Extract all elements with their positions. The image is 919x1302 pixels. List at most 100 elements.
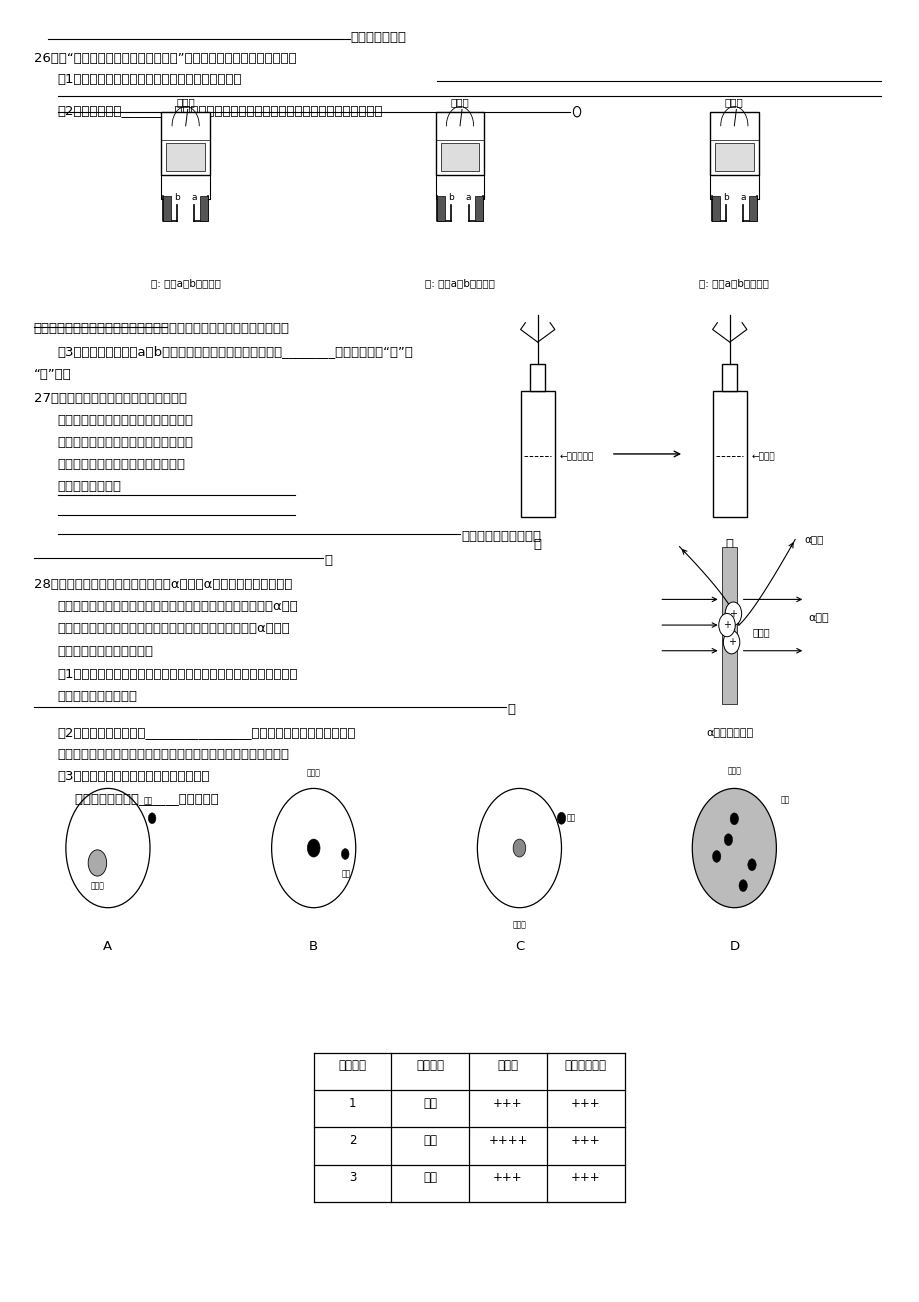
Text: C: C — [515, 940, 524, 953]
Text: 土壤种类: 土壤种类 — [415, 1060, 444, 1073]
Text: 沙土: 沙土 — [423, 1172, 437, 1185]
Text: α粒子: α粒子 — [803, 535, 823, 544]
Text: +: + — [722, 620, 731, 630]
Text: 原子核: 原子核 — [90, 881, 104, 889]
Bar — [440, 143, 479, 172]
Circle shape — [730, 812, 738, 824]
Bar — [710, 195, 719, 221]
Text: 电子: 电子 — [342, 868, 351, 878]
Circle shape — [747, 859, 755, 871]
Text: α粒子: α粒子 — [808, 613, 828, 622]
Text: （写出两点）。: （写出两点）。 — [350, 31, 406, 44]
Text: b: b — [722, 193, 728, 202]
Text: （3）若图丙中，导线a、b不动，磁铁左右水平运动，电路中________感应电流（填“有”或: （3）若图丙中，导线a、b不动，磁铁左右水平运动，电路中________感应电流… — [58, 345, 413, 358]
Text: 生偏转，或被笔直地弹回。: 生偏转，或被笔直地弹回。 — [58, 644, 153, 658]
Bar — [163, 195, 171, 221]
Circle shape — [148, 812, 155, 824]
Text: a: a — [740, 193, 745, 202]
Text: 试试写出其中的一点：: 试试写出其中的一点： — [58, 690, 138, 703]
Text: B: B — [309, 940, 318, 953]
Text: ←蒸馏水: ←蒸馏水 — [751, 452, 775, 461]
Text: +++: +++ — [493, 1172, 522, 1185]
Text: 乙: 乙 — [725, 538, 733, 551]
Text: +++: +++ — [571, 1172, 600, 1185]
Text: 原子核: 原子核 — [512, 921, 526, 930]
Text: +++: +++ — [571, 1134, 600, 1147]
Text: ←土壤浸出液: ←土壤浸出液 — [559, 452, 593, 461]
Text: ++++: ++++ — [488, 1134, 528, 1147]
Bar — [721, 363, 736, 391]
Text: a: a — [465, 193, 471, 202]
Text: 畅通无阻地通过，就像金箔不在那儿似的，但也有极少数α粒子发: 畅通无阻地通过，就像金箔不在那儿似的，但也有极少数α粒子发 — [58, 622, 290, 635]
Bar — [166, 143, 205, 172]
Text: 电流表: 电流表 — [176, 96, 195, 107]
Text: 子里，并都放到太阳下，一段时间后，: 子里，并都放到太阳下，一段时间后， — [58, 436, 193, 449]
Circle shape — [723, 833, 732, 846]
Text: 电流表: 电流表 — [724, 96, 743, 107]
Text: 。: 。 — [507, 703, 515, 716]
Text: 生长不好，这说明: 生长不好，这说明 — [58, 480, 121, 493]
Text: （2）卢瑟福实验否定了________________提出的原子模型，即原子是一: （2）卢瑟福实验否定了________________提出的原子模型，即原子是一 — [58, 727, 356, 740]
Text: 电子: 电子 — [566, 814, 575, 823]
Circle shape — [691, 789, 776, 907]
Text: 原子核: 原子核 — [752, 628, 769, 637]
Text: 甲: 甲 — [533, 538, 541, 551]
Text: 发现甲瓶植株生长良好，乙瓶植株却: 发现甲瓶植株生长良好，乙瓶植株却 — [58, 458, 186, 471]
Text: 光照时间长短: 光照时间长短 — [564, 1060, 606, 1073]
Text: +: + — [729, 608, 737, 618]
Bar — [748, 195, 756, 221]
Text: 1: 1 — [348, 1096, 356, 1109]
Bar — [520, 391, 554, 517]
Text: 壤土: 壤土 — [423, 1134, 437, 1147]
Text: 甲: 导线a、b左右运动: 甲: 导线a、b左右运动 — [151, 277, 221, 288]
Bar — [712, 391, 746, 517]
Circle shape — [557, 812, 565, 824]
Text: 花盆编号: 花盆编号 — [338, 1060, 366, 1073]
Text: ，实验中乙瓶的作用是: ，实验中乙瓶的作用是 — [461, 530, 541, 543]
Text: 27．如图，甲瓶装土壤浸出液，乙瓶装蒸: 27．如图，甲瓶装土壤浸出液，乙瓶装蒸 — [34, 392, 187, 405]
Bar — [436, 112, 483, 174]
Text: +++: +++ — [493, 1096, 522, 1109]
Circle shape — [711, 850, 720, 862]
Text: （1）根据以上实验现象，能得出关于金箔中原子结构的一些结论，: （1）根据以上实验现象，能得出关于金箔中原子结构的一些结论， — [58, 668, 298, 681]
Text: b: b — [448, 193, 454, 202]
Bar — [474, 195, 482, 221]
Text: 丙: 导线a、b上下运动: 丙: 导线a、b上下运动 — [698, 277, 768, 288]
Text: “无”）。: “无”）。 — [34, 368, 72, 381]
Text: 电的微粒），射向一片极薄的金箔，如图。实验结果是大多数α粒子: 电的微粒），射向一片极薄的金箔，如图。实验结果是大多数α粒子 — [58, 600, 298, 613]
Text: 28．卢瑟福实验时将一束高速运动的α粒子（α粒子是一种带质量和正: 28．卢瑟福实验时将一束高速运动的α粒子（α粒子是一种带质量和正 — [34, 578, 292, 591]
Bar — [721, 547, 736, 703]
Text: 个被正电荷均匀分布的球体，电子像面包里的葡萄干那样镟嵌着。: 个被正电荷均匀分布的球体，电子像面包里的葡萄干那样镟嵌着。 — [58, 749, 289, 762]
Text: 原子核式结构的是______（填序号）: 原子核式结构的是______（填序号） — [58, 793, 218, 806]
Bar — [161, 112, 210, 174]
Text: 原子核: 原子核 — [306, 768, 321, 777]
Text: a: a — [191, 193, 197, 202]
Bar — [709, 112, 758, 174]
Text: 壤土: 壤土 — [423, 1096, 437, 1109]
Circle shape — [341, 849, 348, 859]
Circle shape — [724, 602, 741, 625]
Bar — [200, 195, 209, 221]
Text: 电流表: 电流表 — [450, 96, 469, 107]
Text: 馏水，选取生长基本相同的植株插到瓶: 馏水，选取生长基本相同的植株插到瓶 — [58, 414, 193, 427]
Text: 可知，产生感应电流的另一个条件是导体要在磁场中做切割磁感线运动。: 可知，产生感应电流的另一个条件是导体要在磁场中做切割磁感线运动。 — [34, 322, 289, 335]
Text: 乙: 导线a、b左右运动: 乙: 导线a、b左右运动 — [425, 277, 494, 288]
Text: b: b — [174, 193, 180, 202]
Text: A: A — [103, 940, 112, 953]
Circle shape — [88, 850, 107, 876]
Text: 电子: 电子 — [143, 796, 153, 805]
Text: （1）本实验中，判断电路是否有感应电流的证据是: （1）本实验中，判断电路是否有感应电流的证据是 — [58, 73, 242, 86]
Text: α粒子轰击原子: α粒子轰击原子 — [706, 728, 753, 738]
Bar — [714, 143, 753, 172]
Text: D: D — [729, 940, 739, 953]
Text: 。: 。 — [324, 553, 333, 566]
Circle shape — [718, 613, 734, 637]
Circle shape — [513, 838, 525, 857]
Text: +++: +++ — [571, 1096, 600, 1109]
Text: 原子核: 原子核 — [727, 767, 741, 775]
Text: 26．在“探究感应电流产生条件的实验”中，小敏进行了如下图的步骤。: 26．在“探究感应电流产生条件的实验”中，小敏进行了如下图的步骤。 — [34, 52, 296, 65]
Text: （3）以氢原子为例，下图中能正确示意氢: （3）以氢原子为例，下图中能正确示意氢 — [58, 771, 210, 784]
Text: 2: 2 — [348, 1134, 356, 1147]
Circle shape — [738, 880, 746, 892]
Text: 3: 3 — [348, 1172, 356, 1185]
